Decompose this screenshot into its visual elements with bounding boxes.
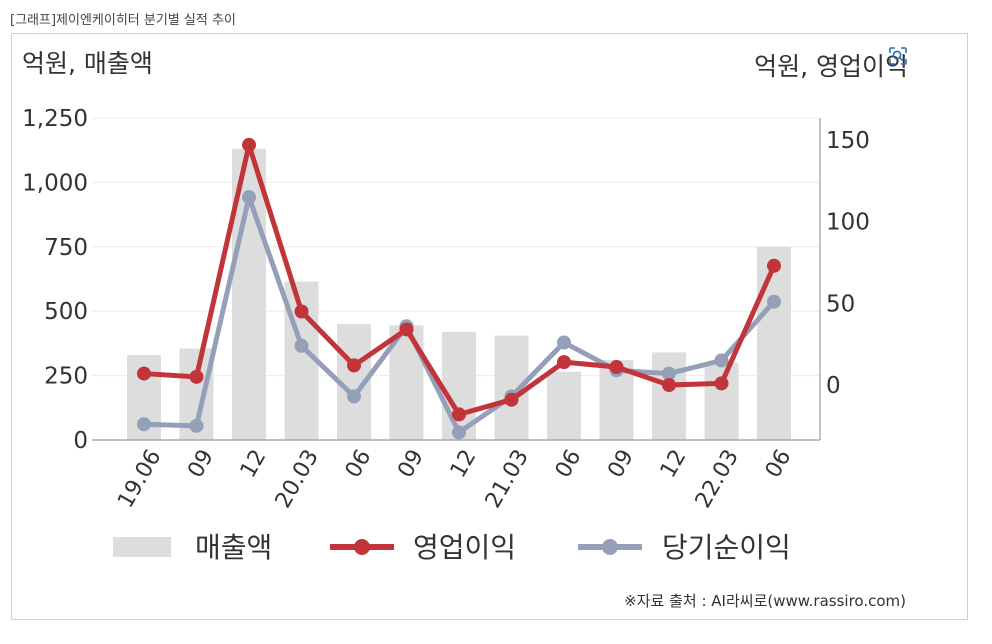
legend-label: 매출액 bbox=[195, 531, 272, 564]
series-point bbox=[557, 355, 571, 370]
left-axis-title: 억원, 매출액 bbox=[22, 49, 153, 78]
series-point bbox=[662, 378, 676, 392]
series-point bbox=[452, 425, 466, 440]
series-point bbox=[714, 376, 729, 391]
legend-label: 영업이익 bbox=[413, 531, 516, 564]
left-tick-label: 1,000 bbox=[22, 170, 88, 196]
legend-label: 당기순이익 bbox=[662, 531, 791, 564]
series-point bbox=[557, 335, 571, 350]
source-credit: ※자료 출처 : AI라씨로(www.rassiro.com) bbox=[624, 592, 906, 610]
chart-caption: [그래프]제이엔케이히터 분기별 실적 추이 bbox=[10, 13, 236, 28]
axes bbox=[92, 118, 821, 441]
series-point bbox=[294, 338, 309, 353]
right-axis-title: 억원, 영업이익 bbox=[754, 52, 908, 81]
series-point bbox=[767, 294, 781, 309]
revenue-bar bbox=[704, 362, 739, 440]
right-tick-label: 50 bbox=[826, 291, 855, 317]
zoom-scan-icon[interactable] bbox=[886, 44, 910, 68]
legend: 매출액 영업이익 당기순이익 bbox=[113, 531, 791, 564]
series-point bbox=[399, 322, 414, 337]
x-tick-label: 12 bbox=[656, 446, 692, 483]
legend-swatch-revenue bbox=[113, 537, 171, 557]
x-tick-label: 22.03 bbox=[691, 446, 744, 513]
series-point bbox=[242, 137, 256, 152]
left-tick-label: 500 bbox=[44, 299, 88, 325]
x-tick-label: 06 bbox=[551, 446, 587, 483]
series-point bbox=[294, 304, 309, 319]
legend-swatch-marker bbox=[354, 539, 370, 555]
series-point bbox=[714, 353, 729, 368]
left-tick-label: 1,250 bbox=[22, 106, 88, 132]
revenue-bar bbox=[757, 246, 791, 440]
revenue-bar bbox=[547, 371, 581, 440]
x-tick-label: 21.03 bbox=[481, 446, 534, 513]
right-tick-label: 100 bbox=[826, 210, 870, 236]
right-tick-label: 0 bbox=[826, 373, 841, 399]
series-point bbox=[347, 358, 361, 373]
series-point bbox=[137, 417, 151, 432]
series-point bbox=[189, 369, 204, 384]
right-tick-label: 150 bbox=[826, 128, 870, 154]
legend-swatch-marker bbox=[602, 539, 618, 555]
series-point bbox=[662, 366, 676, 381]
x-tick-label: 20.03 bbox=[271, 446, 324, 513]
series-point bbox=[242, 190, 256, 205]
left-tick-label: 250 bbox=[44, 364, 88, 390]
series-point bbox=[347, 389, 361, 404]
left-tick-label: 0 bbox=[73, 428, 88, 454]
x-tick-label: 09 bbox=[183, 446, 219, 483]
x-tick-label: 06 bbox=[341, 446, 377, 483]
profit-lines bbox=[137, 137, 781, 440]
left-tick-label: 750 bbox=[44, 235, 88, 261]
x-tick-label: 12 bbox=[236, 446, 272, 483]
series-point bbox=[504, 392, 519, 407]
x-tick-label: 06 bbox=[761, 446, 797, 483]
series-point bbox=[609, 360, 624, 375]
series-point bbox=[189, 418, 204, 433]
revenue-bar bbox=[494, 335, 529, 440]
x-tick-label: 09 bbox=[393, 446, 429, 483]
x-tick-label: 09 bbox=[603, 446, 639, 483]
chart-frame bbox=[11, 33, 968, 620]
x-tick-label: 19.06 bbox=[113, 446, 166, 513]
series-point bbox=[767, 258, 781, 273]
series-point bbox=[452, 407, 466, 422]
x-tick-label: 12 bbox=[446, 446, 482, 483]
revenue-bar bbox=[652, 352, 686, 440]
series-point bbox=[137, 366, 151, 381]
